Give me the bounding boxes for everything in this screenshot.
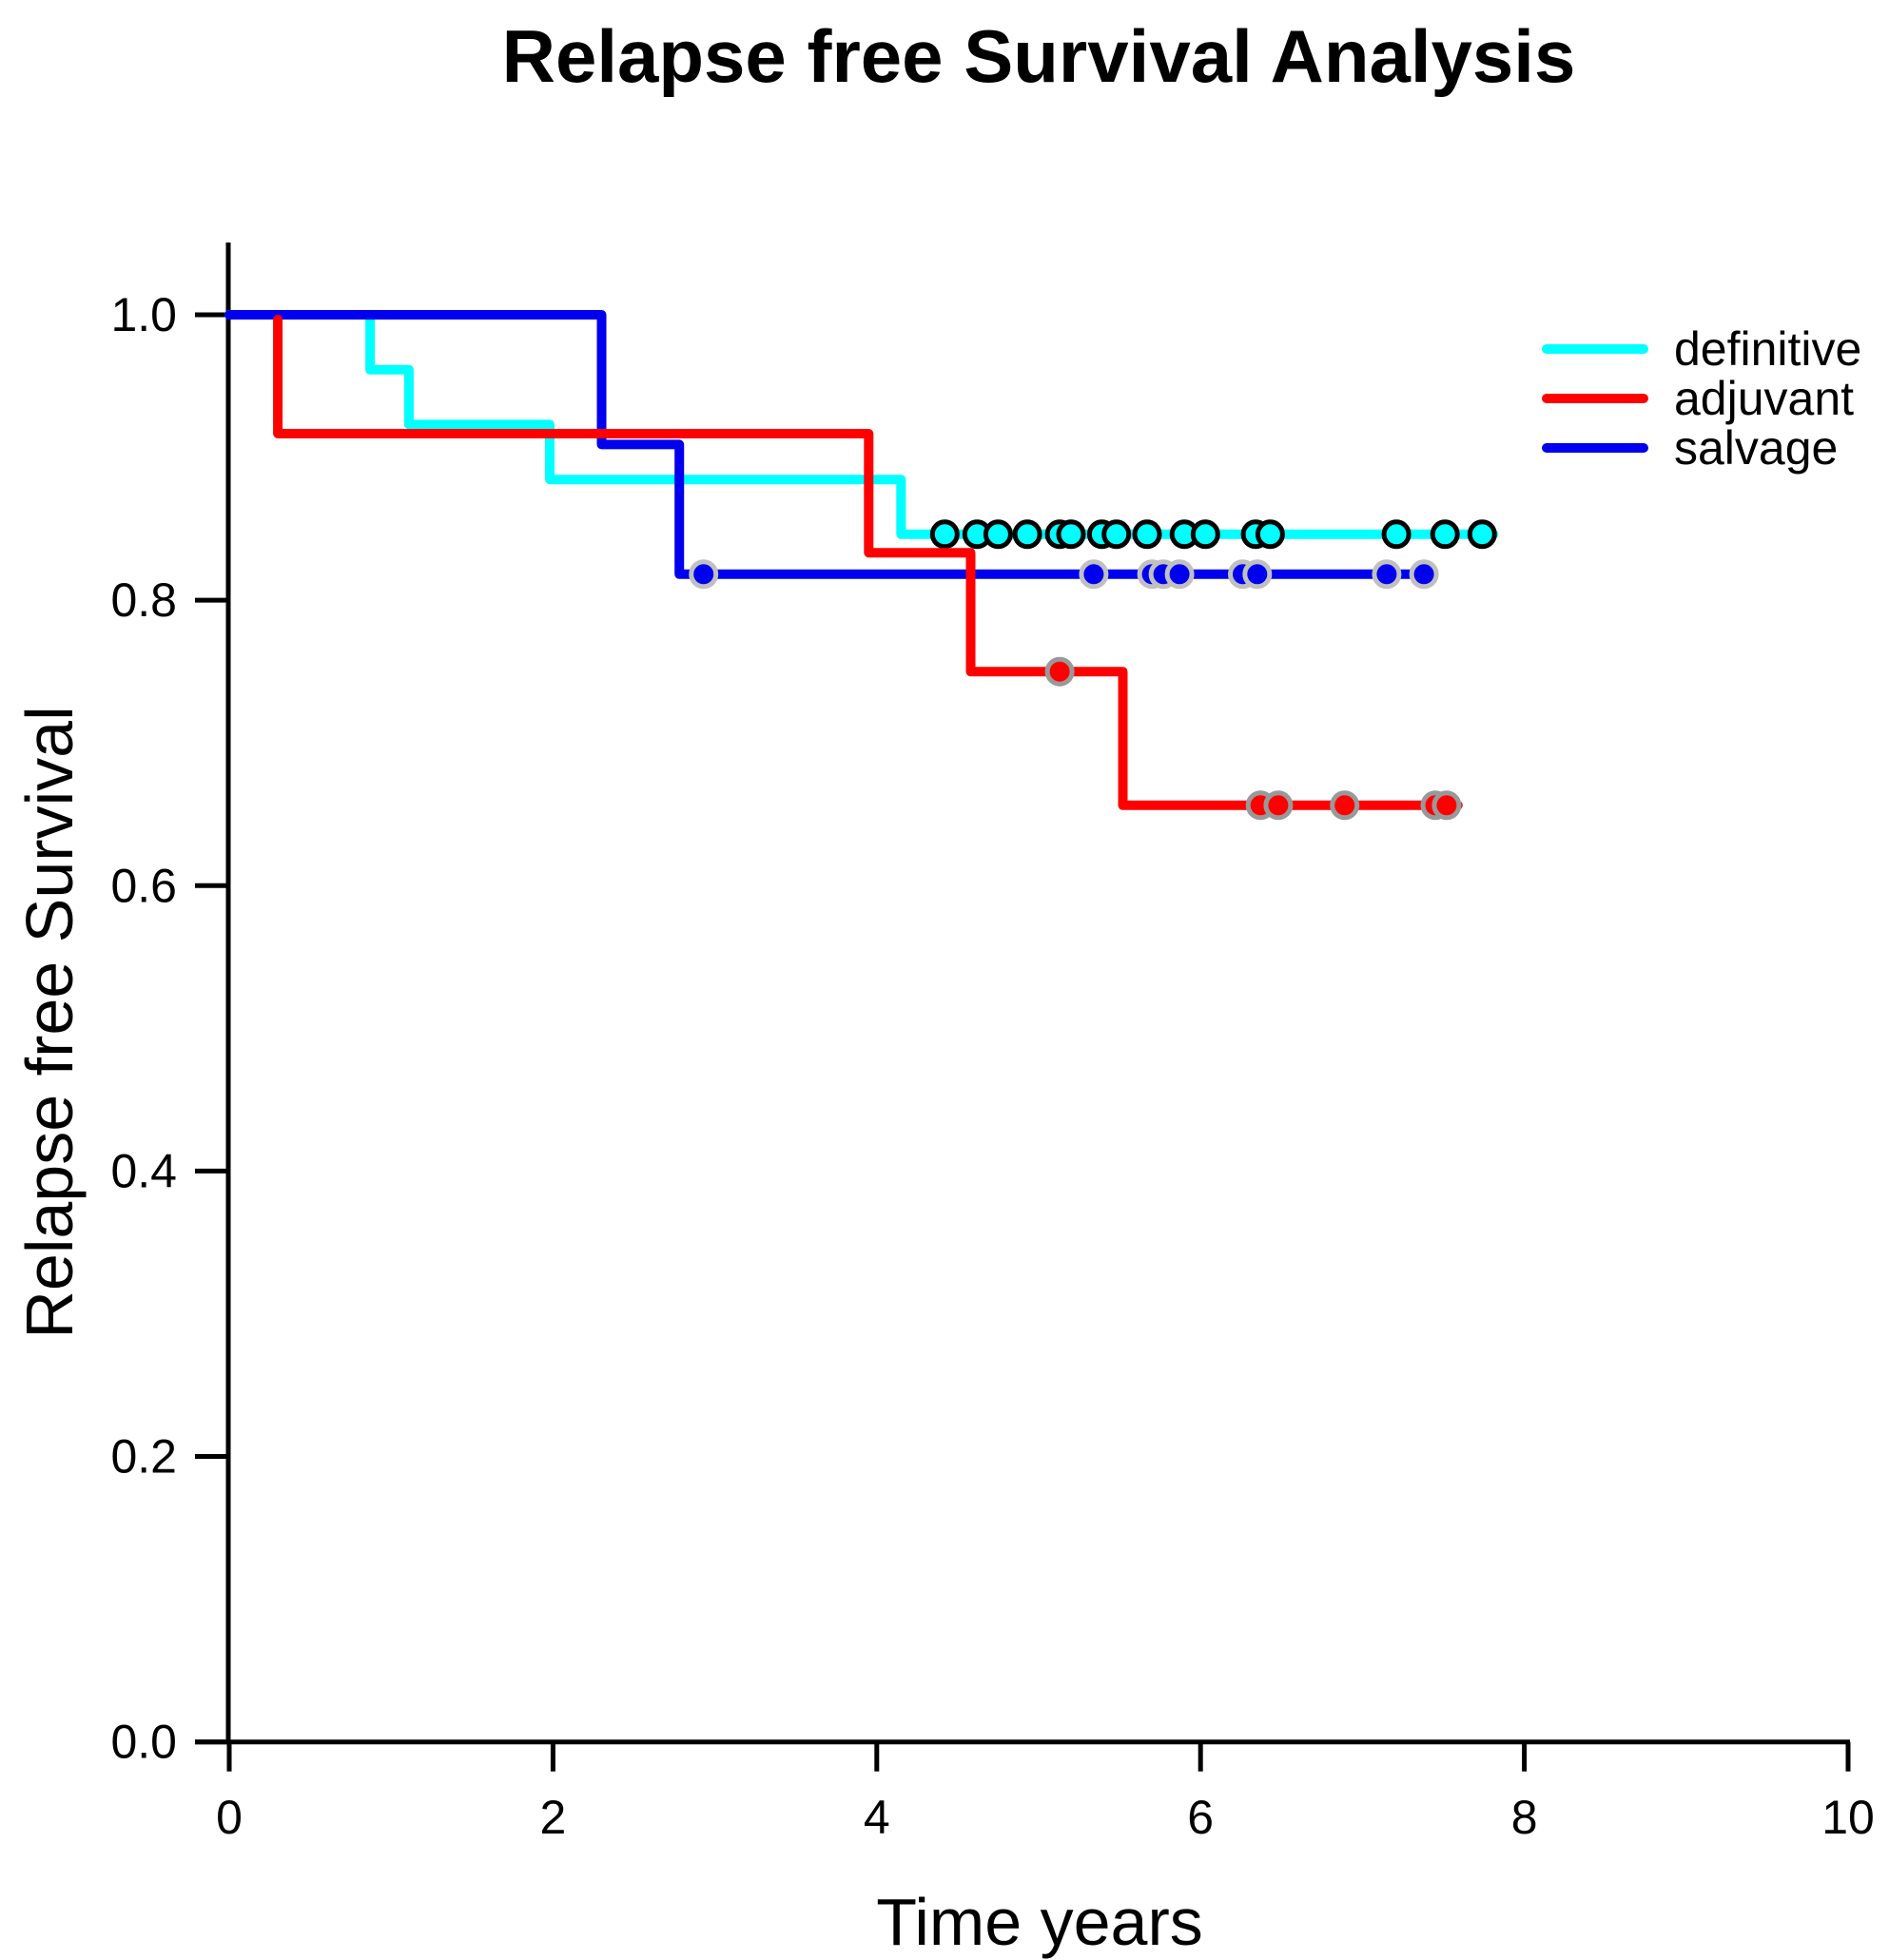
legend-line-swatch xyxy=(1542,443,1648,453)
legend-line-swatch xyxy=(1542,344,1648,354)
censor-mark-adjuvant xyxy=(1330,790,1360,821)
y-tick-label: 1.0 xyxy=(110,288,177,341)
censor-mark-definitive xyxy=(1056,519,1086,550)
survival-curve-salvage xyxy=(224,310,1439,579)
x-tick-label: 6 xyxy=(1187,1791,1214,1844)
censor-mark-definitive xyxy=(983,519,1013,550)
censor-mark-adjuvant xyxy=(1044,656,1075,687)
censor-mark-definitive xyxy=(929,519,960,550)
legend: definitive adjuvant salvage xyxy=(1542,324,1861,473)
survival-curve-definitive xyxy=(224,310,1499,539)
censor-mark-definitive xyxy=(1467,519,1497,550)
censor-mark-salvage xyxy=(1372,559,1402,590)
x-axis-title: Time years xyxy=(876,1885,1203,1959)
censor-mark-salvage xyxy=(1409,559,1439,590)
censor-mark-definitive xyxy=(1012,519,1042,550)
y-tick-label: 0.2 xyxy=(110,1430,177,1484)
y-tick-label: 0.4 xyxy=(110,1144,177,1197)
x-tick-label: 0 xyxy=(216,1791,243,1844)
y-tick-label: 0.6 xyxy=(110,859,177,912)
censor-mark-definitive xyxy=(1381,519,1412,550)
legend-item-definitive: definitive xyxy=(1542,324,1861,374)
censor-mark-salvage xyxy=(1164,559,1195,590)
legend-label: salvage xyxy=(1674,421,1839,475)
censor-mark-definitive xyxy=(1255,519,1285,550)
legend-label: adjuvant xyxy=(1674,372,1855,425)
legend-item-salvage: salvage xyxy=(1542,423,1861,473)
y-tick-label: 0.8 xyxy=(110,573,177,627)
censor-mark-definitive xyxy=(1101,519,1132,550)
censor-mark-adjuvant xyxy=(1263,790,1294,821)
censor-mark-salvage xyxy=(689,559,719,590)
censor-mark-adjuvant xyxy=(1431,790,1462,821)
censor-mark-salvage xyxy=(1242,559,1273,590)
legend-item-adjuvant: adjuvant xyxy=(1542,374,1861,423)
chart-title: Relapse free Survival Analysis xyxy=(501,14,1576,98)
x-tick-label: 4 xyxy=(864,1791,890,1844)
censor-mark-definitive xyxy=(1132,519,1162,550)
x-tick-label: 2 xyxy=(539,1791,566,1844)
legend-line-swatch xyxy=(1542,394,1648,403)
censor-mark-definitive xyxy=(1190,519,1220,550)
legend-label: definitive xyxy=(1674,322,1862,376)
survival-curve-adjuvant xyxy=(273,315,1463,810)
censor-mark-salvage xyxy=(1079,559,1109,590)
x-tick-label: 8 xyxy=(1511,1791,1538,1844)
y-tick-label: 0.0 xyxy=(110,1716,177,1769)
censor-mark-definitive xyxy=(1430,519,1460,550)
y-axis-title: Relapse free Survival xyxy=(12,706,87,1339)
x-tick-label: 10 xyxy=(1821,1791,1875,1844)
